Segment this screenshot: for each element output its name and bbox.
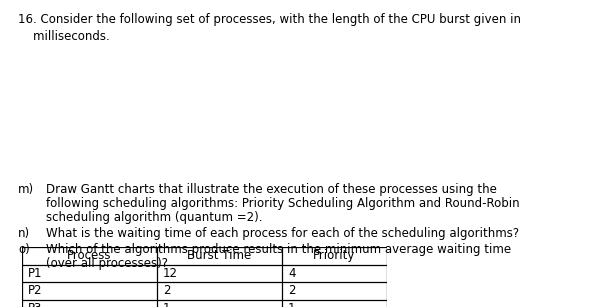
Text: n): n) xyxy=(18,227,30,240)
Text: following scheduling algorithms: Priority Scheduling Algorithm and Round-Robin: following scheduling algorithms: Priorit… xyxy=(46,197,520,210)
Text: 1: 1 xyxy=(163,302,170,307)
Text: P3: P3 xyxy=(28,302,43,307)
Text: Draw Gantt charts that illustrate the execution of these processes using the: Draw Gantt charts that illustrate the ex… xyxy=(46,184,497,196)
Text: (over all processes)?: (over all processes)? xyxy=(46,257,168,270)
Text: 1: 1 xyxy=(288,302,295,307)
Text: 2: 2 xyxy=(288,284,295,297)
Text: What is the waiting time of each process for each of the scheduling algorithms?: What is the waiting time of each process… xyxy=(46,227,519,240)
Text: Which of the algorithms produce results in the minimum average waiting time: Which of the algorithms produce results … xyxy=(46,243,511,256)
Text: 12: 12 xyxy=(163,267,178,280)
Text: Process: Process xyxy=(67,249,112,262)
Text: o): o) xyxy=(18,243,30,256)
Text: Burst Time: Burst Time xyxy=(187,249,252,262)
Text: m): m) xyxy=(18,184,34,196)
Text: Priority: Priority xyxy=(313,249,356,262)
Text: P1: P1 xyxy=(28,267,43,280)
Text: scheduling algorithm (quantum =2).: scheduling algorithm (quantum =2). xyxy=(46,211,263,224)
Text: milliseconds.: milliseconds. xyxy=(18,30,110,43)
Text: P2: P2 xyxy=(28,284,43,297)
Text: 2: 2 xyxy=(163,284,170,297)
Text: 16. Consider the following set of processes, with the length of the CPU burst gi: 16. Consider the following set of proces… xyxy=(18,13,521,26)
Text: 4: 4 xyxy=(288,267,295,280)
